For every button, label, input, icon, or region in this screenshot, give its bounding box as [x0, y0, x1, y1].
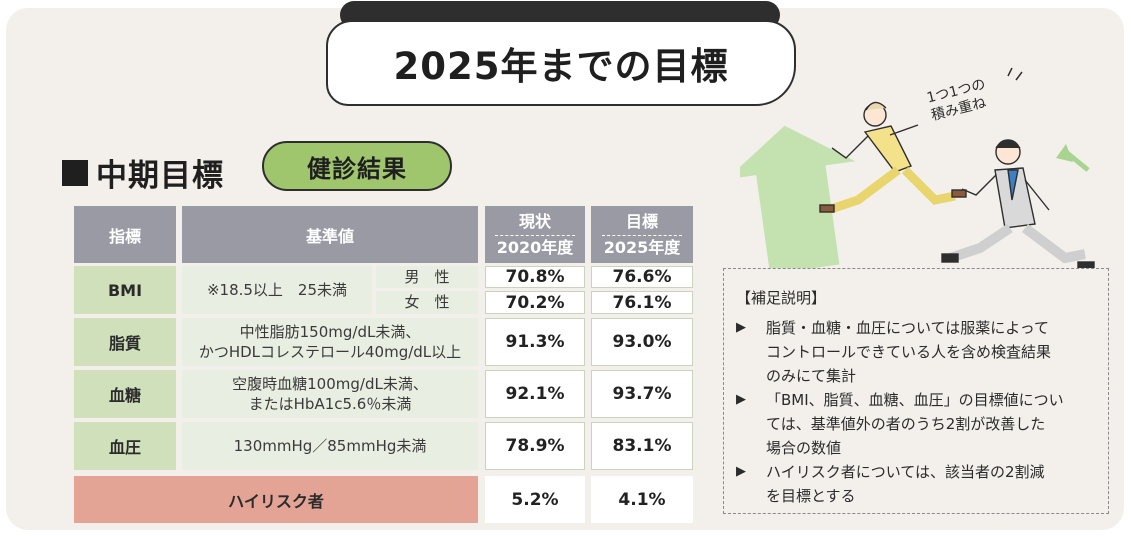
header-target-year: 2025年度 [603, 237, 681, 257]
section-title: 中期目標 [96, 158, 224, 194]
header-current: 現状 2020年度 [485, 206, 585, 263]
triangle-bullet-icon: ▶ [736, 392, 746, 407]
small-arrow-icon [1056, 144, 1090, 172]
square-bullet-icon [62, 159, 88, 186]
blood-sugar-standard-line2: またはHbA1c5.6％未満 [248, 395, 412, 413]
blood-sugar-standard: 空腹時血糖100mg/dL未満、 またはHbA1c5.6％未満 [182, 370, 478, 418]
bmi-female-label: 女 性 [376, 291, 478, 314]
note-item: ▶ ハイリスク者については、該当者の2割減 を目標とする [736, 460, 1094, 508]
notes-title: 【補足説明】 [736, 289, 827, 307]
checkup-badge: 健診結果 [262, 141, 452, 191]
header-current-year: 2020年度 [496, 237, 574, 257]
bmi-female-current: 70.2% [485, 291, 585, 314]
row-label-high-risk: ハイリスク者 [74, 476, 478, 523]
note-item: ▶ 「BMI、脂質、血糖、血圧」の目標値につい ては、基準値外の者のうち2割が改… [736, 388, 1094, 460]
note-text: ハイリスク者については、該当者の2割減 を目標とする [766, 460, 1094, 508]
lipid-standard-line1: 中性脂肪150mg/dL未満、 [239, 322, 421, 341]
blood-sugar-current: 92.1% [485, 370, 585, 418]
bmi-female-target: 76.1% [591, 291, 693, 314]
note-line: のみにて集計 [766, 367, 857, 385]
note-line: コントロールできている人を含め検査結果 [766, 343, 1052, 361]
blood-pressure-target: 83.1% [591, 422, 693, 470]
blood-sugar-standard-line1: 空腹時血糖100mg/dL未満、 [232, 374, 428, 393]
lipid-standard-line2: かつHDLコレステロール40mg/dL以上 [198, 343, 462, 361]
notes-box: 【補足説明】 ▶ 脂質・血糖・血圧については服薬によって コントロールできている… [723, 268, 1109, 514]
header-divider [495, 234, 575, 236]
blood-sugar-target: 93.7% [591, 370, 693, 418]
lipid-standard: 中性脂肪150mg/dL未満、 かつHDLコレステロール40mg/dL以上 [182, 318, 478, 366]
lipid-current: 91.3% [485, 318, 585, 366]
bmi-male-label: 男 性 [376, 266, 478, 288]
row-label-blood-sugar: 血糖 [74, 370, 176, 418]
high-risk-current: 5.2% [485, 476, 585, 523]
page-title: 2025年までの目標 [393, 45, 729, 88]
note-item: ▶ 脂質・血糖・血圧については服薬によって コントロールできている人を含め検査結… [736, 316, 1094, 388]
header-standard: 基準値 [182, 206, 478, 263]
bmi-male-target: 76.6% [591, 266, 693, 288]
bmi-standard: ※18.5以上 25未満 [182, 266, 372, 314]
lipid-target: 93.0% [591, 318, 693, 366]
note-line: 場合の数値 [766, 439, 842, 457]
note-line: を目標とする [766, 487, 856, 505]
note-line: 脂質・血糖・血圧については服薬によって [766, 319, 1050, 337]
bmi-male-current: 70.8% [485, 266, 585, 288]
blood-pressure-current: 78.9% [485, 422, 585, 470]
woman-runner [819, 101, 967, 215]
note-line: ては、基準値外の者のうち2割が改善した [766, 415, 1046, 433]
blood-pressure-standard: 130mmHg／85mmHg未満 [182, 422, 478, 470]
header-divider [602, 234, 682, 236]
row-label-blood-pressure: 血圧 [74, 422, 176, 470]
note-line: 「BMI、脂質、血糖、血圧」の目標値につい [766, 391, 1064, 409]
header-target: 目標 2025年度 [591, 206, 693, 263]
note-text: 「BMI、脂質、血糖、血圧」の目標値につい ては、基準値外の者のうち2割が改善し… [766, 388, 1094, 460]
high-risk-target: 4.1% [591, 476, 693, 523]
triangle-bullet-icon: ▶ [736, 320, 746, 335]
note-line: ハイリスク者については、該当者の2割減 [766, 463, 1045, 481]
section-heading: 中期目標 [62, 150, 224, 195]
header-target-label: 目標 [625, 211, 658, 231]
row-label-lipid: 脂質 [74, 318, 176, 366]
sparkle-icon [1007, 67, 1023, 81]
note-text: 脂質・血糖・血圧については服薬によって コントロールできている人を含め検査結果 … [766, 316, 1094, 388]
header-indicator: 指標 [74, 206, 176, 263]
big-arrow-icon [740, 125, 856, 275]
header-current-label: 現状 [518, 211, 551, 231]
man-runner [941, 139, 1095, 271]
triangle-bullet-icon: ▶ [736, 464, 746, 479]
row-label-bmi: BMI [74, 266, 176, 314]
title-card: 2025年までの目標 [326, 20, 796, 106]
